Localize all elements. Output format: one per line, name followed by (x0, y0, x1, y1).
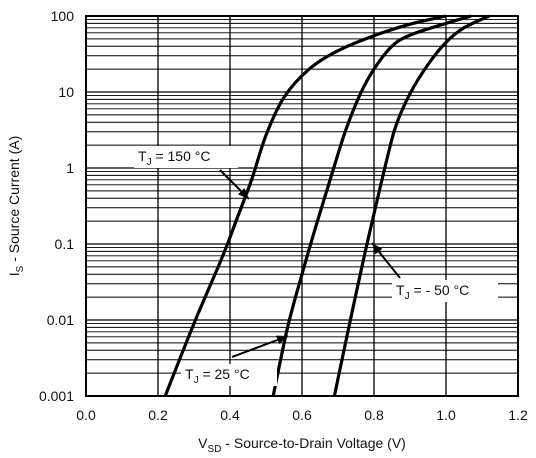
series-line-tj25 (271, 14, 472, 397)
plot-frame (85, 15, 519, 397)
arrowhead-tj-150 (238, 188, 249, 199)
x-tick-label: 0.4 (220, 407, 240, 423)
x-axis-title: VSD - Source-to-Drain Voltage (V) (198, 435, 406, 455)
x-tick-label: 0.0 (76, 407, 96, 423)
label-tj-minus-50-text: TJ = - 50 °C (396, 282, 469, 302)
x-tick-label: 1.2 (508, 407, 528, 423)
x-tick-label: 1.0 (436, 407, 456, 423)
label-tj-25: TJ = 25 °C (181, 335, 289, 386)
y-axis-title: IS - Source Current (A) (6, 136, 26, 277)
label-tj-25-text: TJ = 25 °C (185, 366, 250, 386)
y-tick-label: 0.001 (39, 388, 74, 404)
y-tick-label: 100 (51, 8, 75, 24)
x-tick-label: 0.6 (292, 407, 312, 423)
x-tick-label: 0.8 (364, 407, 384, 423)
x-tick-label: 0.2 (148, 407, 168, 423)
curves (163, 14, 490, 397)
arrowhead-tj-25 (276, 335, 288, 345)
label-tj-150: TJ = 150 °C (134, 146, 250, 200)
x-tick-labels: 0.0 0.2 0.4 0.6 0.8 1.0 1.2 (76, 407, 528, 423)
y-tick-label: 1 (66, 160, 74, 176)
y-tick-label: 0.1 (55, 236, 75, 252)
y-tick-label: 0.01 (47, 312, 74, 328)
y-tick-labels: 0.001 0.01 0.1 1 10 100 (39, 8, 74, 404)
arrowhead-tj-minus-50 (372, 243, 383, 255)
y-tick-label: 10 (58, 84, 74, 100)
label-tj-minus-50: TJ = - 50 °C (371, 242, 498, 302)
label-tj-150-text: TJ = 150 °C (138, 148, 210, 168)
grid-major (85, 15, 519, 397)
series-line-tj150 (163, 14, 447, 397)
series-line-tjm50 (332, 14, 490, 397)
